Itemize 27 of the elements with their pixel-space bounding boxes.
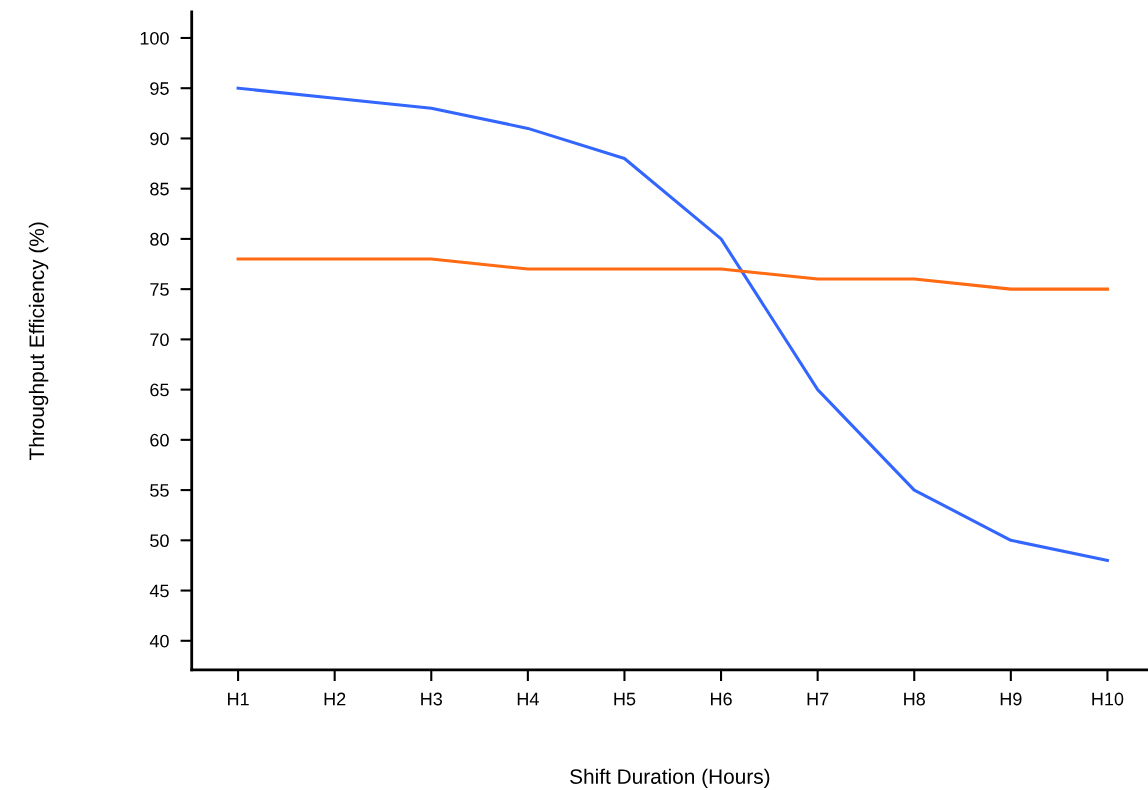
x-tick-label: H6: [710, 692, 732, 706]
y-axis-title: Throughput Efficiency (%): [28, 222, 49, 461]
x-tick-label: H8: [904, 692, 925, 706]
x-tick-label: H3: [421, 692, 443, 706]
y-tick-label: 80: [150, 232, 169, 246]
x-tick-label: H7: [807, 692, 829, 706]
line-series: [236, 257, 1109, 291]
x-tick-label: H5: [614, 692, 636, 706]
y-tick-label: 65: [150, 383, 169, 397]
x-tick-label: H1: [228, 692, 249, 706]
y-tick-label: 60: [150, 433, 169, 447]
line-series: [236, 86, 1109, 562]
y-tick-label: 100: [140, 31, 169, 45]
y-tick-label: 85: [150, 182, 169, 196]
y-tick-label: 75: [150, 283, 169, 296]
x-axis-title: Shift Duration (Hours): [570, 768, 770, 789]
y-tick-label: 40: [149, 634, 169, 648]
y-tick-label: 55: [150, 484, 169, 497]
x-tick-label: H2: [324, 692, 346, 706]
y-tick-label: 90: [150, 132, 169, 146]
x-tick-label: H10: [1092, 692, 1124, 706]
y-tick-label: 95: [150, 82, 169, 95]
y-tick-label: 50: [150, 534, 169, 548]
y-tick-label: 45: [149, 584, 169, 598]
x-tick-label: H4: [517, 692, 539, 706]
x-tick-label: H9: [1000, 692, 1022, 706]
y-tick-label: 70: [150, 333, 169, 347]
